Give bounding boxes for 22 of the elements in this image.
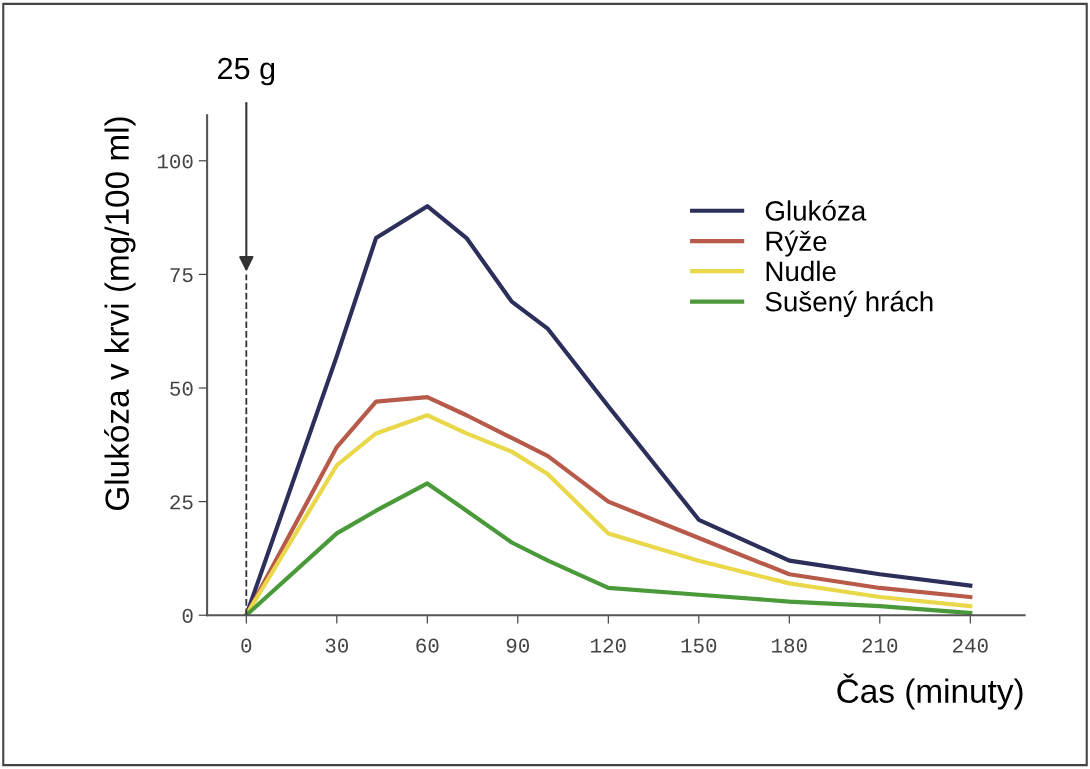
x-tick-label: 240 <box>953 638 988 653</box>
y-tick-label: 25 <box>170 495 193 510</box>
line-series <box>244 481 973 616</box>
legend-label: Glukóza <box>765 200 867 221</box>
y-tick-label: 100 <box>157 154 193 169</box>
y-tick-label: 50 <box>170 381 193 396</box>
x-tick-label: 90 <box>506 638 530 653</box>
x-tick-label: 0 <box>241 638 252 653</box>
x-tick-label: 30 <box>325 638 349 653</box>
x-tick-label: 120 <box>591 638 626 653</box>
legend-label: Sušený hrách <box>765 290 933 318</box>
y-axis-title: Glukóza v krvi (mg/100 ml) <box>104 117 136 511</box>
ref-line-label: 25 g <box>218 57 275 86</box>
x-tick-label: 150 <box>681 638 717 653</box>
x-axis-title: Čas (minuty) <box>837 673 1023 710</box>
x-tick-label: 210 <box>862 638 898 653</box>
x-tick-label: 60 <box>416 638 439 653</box>
x-tick-label: 180 <box>772 638 807 653</box>
legend-label: Nudle <box>766 260 836 282</box>
y-tick-label: 0 <box>182 608 193 623</box>
legend-label: Rýže <box>766 230 827 257</box>
y-tick-label: 75 <box>170 268 193 283</box>
